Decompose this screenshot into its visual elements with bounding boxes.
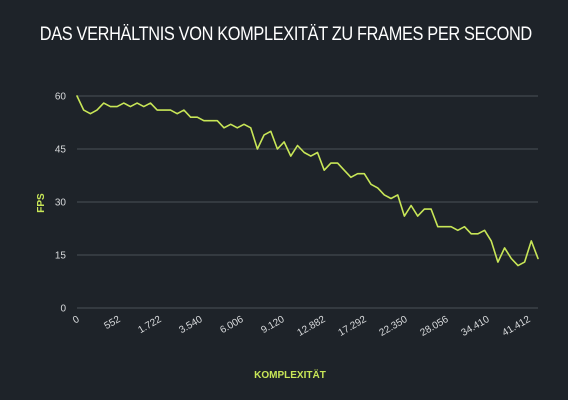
- x-tick-label: 41.412: [501, 314, 533, 339]
- y-tick-label: 45: [55, 145, 67, 156]
- x-tick-label: 6.006: [218, 314, 246, 336]
- x-tick-label: 3.540: [177, 314, 205, 336]
- y-tick-label: 15: [55, 251, 67, 262]
- y-tick-label: 30: [55, 198, 67, 209]
- x-tick-label: 12.882: [296, 314, 328, 339]
- x-tick-label: 34.410: [460, 314, 492, 339]
- chart-title: DAS VERHÄLTNIS VON KOMPLEXITÄT ZU FRAMES…: [39, 24, 532, 45]
- x-tick-label: 552: [103, 314, 123, 332]
- y-tick-label: 0: [60, 304, 66, 315]
- x-axis-label: KOMPLEXITÄT: [254, 368, 326, 381]
- y-tick-label: 60: [55, 92, 67, 103]
- x-tick-label: 28.056: [419, 314, 451, 339]
- x-tick-label: 9.120: [259, 314, 287, 336]
- x-tick-label: 0: [71, 314, 82, 327]
- x-tick-label: 1.722: [136, 314, 164, 336]
- x-tick-label: 17.292: [337, 314, 369, 339]
- x-tick-label: 22.350: [378, 314, 410, 339]
- y-axis-label: FPS: [36, 193, 47, 213]
- fps-series-line: [76, 95, 539, 267]
